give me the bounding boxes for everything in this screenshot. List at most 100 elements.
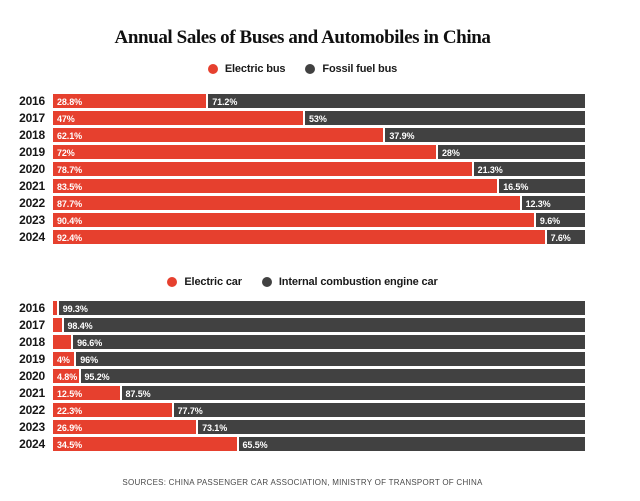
bar-track: 26.9% 73.1% bbox=[53, 420, 585, 434]
bar-track: 87.7% 12.3% bbox=[53, 196, 585, 210]
bar-row: 2020 78.7% 21.3% bbox=[0, 162, 585, 176]
conventional-bar-segment: 53% bbox=[305, 111, 585, 125]
bar-track: 62.1% 37.9% bbox=[53, 128, 585, 142]
bar-value-label: 12.3% bbox=[525, 199, 551, 209]
bar-value-label: 65.5% bbox=[242, 440, 268, 450]
legend-label: Internal combustion engine car bbox=[278, 276, 438, 288]
year-label: 2022 bbox=[19, 196, 45, 210]
electric-bar-segment bbox=[53, 301, 57, 315]
electric-bar-segment bbox=[53, 318, 62, 332]
bar-row: 2023 90.4% 9.6% bbox=[0, 213, 585, 227]
bar-value-label: 71.2% bbox=[212, 97, 238, 107]
electric-bar-segment: 28.8% bbox=[53, 94, 207, 108]
year-label: 2018 bbox=[19, 335, 45, 349]
electric-car-legend-dot-icon bbox=[167, 277, 178, 287]
bar-value-label: 12.5% bbox=[57, 389, 83, 399]
conventional-bar-segment: 99.3% bbox=[58, 301, 585, 315]
year-label: 2024 bbox=[19, 230, 45, 244]
bar-track: 78.7% 21.3% bbox=[53, 162, 585, 176]
electric-bar-segment: 87.7% bbox=[53, 196, 520, 210]
year-label: 2022 bbox=[19, 403, 45, 417]
bar-value-label: 90.4% bbox=[57, 216, 83, 226]
header: Annual Sales of Buses and Automobiles in… bbox=[0, 0, 605, 49]
bar-value-label: 83.5% bbox=[57, 182, 83, 192]
bar-value-label: 4.8% bbox=[57, 372, 78, 382]
bar-row: 2016 28.8% 71.2% bbox=[0, 94, 585, 108]
bar-value-label: 26.9% bbox=[57, 423, 83, 433]
legend-label: Fossil fuel bus bbox=[322, 63, 398, 75]
conventional-bar-segment: 16.5% bbox=[499, 179, 585, 193]
conventional-bar-segment: 65.5% bbox=[238, 437, 585, 451]
conventional-bar-segment: 7.6% bbox=[546, 230, 585, 244]
bar-value-label: 96.6% bbox=[77, 338, 103, 348]
bar-track: 92.4% 7.6% bbox=[53, 230, 585, 244]
bar-row: 2016 99.3% bbox=[0, 301, 585, 315]
conventional-bar-segment: 95.2% bbox=[80, 369, 585, 383]
bar-value-label: 78.7% bbox=[57, 165, 83, 175]
bar-value-label: 28% bbox=[442, 148, 460, 158]
bar-row: 2019 4% 96% bbox=[0, 352, 585, 366]
electric-bar-segment: 92.4% bbox=[53, 230, 545, 244]
fossil-fuel-bus-legend-dot-icon bbox=[305, 64, 316, 74]
bar-value-label: 37.9% bbox=[389, 131, 415, 141]
electric-bar-segment: 4% bbox=[53, 352, 75, 366]
bar-track: 83.5% 16.5% bbox=[53, 179, 585, 193]
car-sales-chart: 2016 99.3% 2017 98.4% 2018 96.6% 2019 4% 96% 2020… bbox=[0, 301, 585, 451]
internal-combustion-engine-car-legend-dot-icon bbox=[261, 277, 272, 287]
electric-bar-segment: 90.4% bbox=[53, 213, 534, 227]
bar-track: 28.8% 71.2% bbox=[53, 94, 585, 108]
bar-value-label: 21.3% bbox=[477, 165, 503, 175]
conventional-bar-segment: 37.9% bbox=[385, 128, 585, 142]
bar-value-label: 7.6% bbox=[550, 233, 571, 243]
bar-value-label: 47% bbox=[57, 114, 75, 124]
conventional-bar-segment: 98.4% bbox=[63, 318, 585, 332]
year-label: 2018 bbox=[19, 128, 45, 142]
year-label: 2016 bbox=[19, 94, 45, 108]
year-label: 2024 bbox=[19, 437, 45, 451]
bar-value-label: 72% bbox=[57, 148, 75, 158]
page-title: Annual Sales of Buses and Automobiles in… bbox=[114, 27, 491, 48]
bar-track: 34.5% 65.5% bbox=[53, 437, 585, 451]
bar-value-label: 34.5% bbox=[57, 440, 83, 450]
bar-row: 2021 83.5% 16.5% bbox=[0, 179, 585, 193]
bar-value-label: 95.2% bbox=[84, 372, 110, 382]
electric-bar-segment: 4.8% bbox=[53, 369, 79, 383]
conventional-bar-segment: 87.5% bbox=[121, 386, 585, 400]
year-label: 2021 bbox=[19, 386, 45, 400]
bar-row: 2024 34.5% 65.5% bbox=[0, 437, 585, 451]
bar-track: 4.8% 95.2% bbox=[53, 369, 585, 383]
conventional-bar-segment: 28% bbox=[438, 145, 585, 159]
legend-label: Electric bus bbox=[224, 63, 286, 75]
year-label: 2020 bbox=[19, 162, 45, 176]
conventional-bar-segment: 21.3% bbox=[473, 162, 585, 176]
legend-item: Fossil fuel bus bbox=[305, 63, 397, 75]
conventional-bar-segment: 12.3% bbox=[521, 196, 585, 210]
electric-bus-legend-dot-icon bbox=[207, 64, 218, 74]
bar-row: 2022 22.3% 77.7% bbox=[0, 403, 585, 417]
bar-track: 4% 96% bbox=[53, 352, 585, 366]
bar-row: 2024 92.4% 7.6% bbox=[0, 230, 585, 244]
year-label: 2023 bbox=[19, 420, 45, 434]
bar-track: 22.3% 77.7% bbox=[53, 403, 585, 417]
year-label: 2016 bbox=[19, 301, 45, 315]
bar-value-label: 87.5% bbox=[125, 389, 151, 399]
bar-track: 90.4% 9.6% bbox=[53, 213, 585, 227]
bar-value-label: 16.5% bbox=[503, 182, 529, 192]
conventional-bar-segment: 77.7% bbox=[173, 403, 585, 417]
bar-value-label: 9.6% bbox=[539, 216, 561, 226]
bar-track: 99.3% bbox=[53, 301, 585, 315]
bar-row: 2020 4.8% 95.2% bbox=[0, 369, 585, 383]
electric-bar-segment: 34.5% bbox=[53, 437, 237, 451]
electric-bar-segment: 72% bbox=[53, 145, 437, 159]
conventional-bar-segment: 73.1% bbox=[198, 420, 585, 434]
electric-bar-segment: 22.3% bbox=[53, 403, 172, 417]
electric-bar-segment bbox=[53, 335, 72, 349]
year-label: 2019 bbox=[19, 145, 45, 159]
sources-note: SOURCES: CHINA PASSENGER CAR ASSOCIATION… bbox=[122, 478, 483, 487]
infographic-page: Annual Sales of Buses and Automobiles in… bbox=[0, 0, 605, 487]
year-label: 2023 bbox=[19, 213, 45, 227]
bar-value-label: 98.4% bbox=[67, 321, 93, 331]
bar-value-label: 62.1% bbox=[57, 131, 83, 141]
conventional-bar-segment: 96.6% bbox=[73, 335, 585, 349]
bar-row: 2017 98.4% bbox=[0, 318, 585, 332]
